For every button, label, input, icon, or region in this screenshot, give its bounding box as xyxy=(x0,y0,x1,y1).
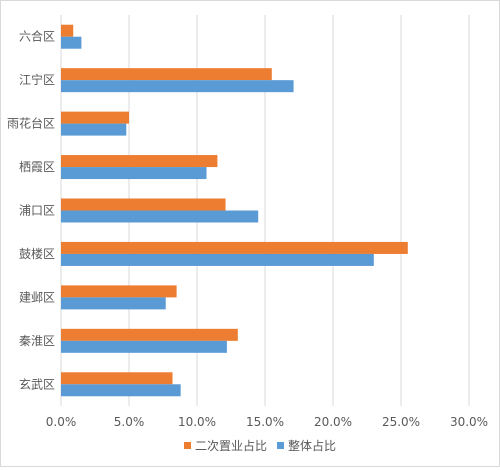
category-label: 玄武区 xyxy=(19,376,55,391)
legend-swatch xyxy=(277,442,284,449)
category-label: 六合区 xyxy=(19,29,55,44)
bar-overall-3 xyxy=(61,167,207,180)
legend-label: 二次置业占比 xyxy=(195,438,267,453)
x-tick-label: 5.0% xyxy=(114,415,145,429)
category-label: 雨花台区 xyxy=(7,116,55,131)
legend-swatch xyxy=(184,442,191,449)
x-tick-label: 30.0% xyxy=(450,415,488,429)
x-tick-label: 10.0% xyxy=(178,415,216,429)
bar-second-home-3 xyxy=(61,155,218,168)
category-label: 秦淮区 xyxy=(19,334,55,348)
x-tick-labels: 0.0% 5.0% 10.0% 15.0% 20.0% 25.0% 30.0% xyxy=(46,415,488,429)
bar-overall-0 xyxy=(61,36,82,49)
bar-second-home-6 xyxy=(61,285,177,298)
bar-overall-6 xyxy=(61,297,166,310)
bar-overall-5 xyxy=(61,253,374,266)
bar-second-home-5 xyxy=(61,241,408,254)
category-label: 鼓楼区 xyxy=(19,246,55,261)
bar-overall-4 xyxy=(61,210,259,223)
bar-overall-1 xyxy=(61,80,294,93)
bar-overall-8 xyxy=(61,384,181,397)
bar-second-home-7 xyxy=(61,328,238,341)
category-label: 建邺区 xyxy=(19,290,55,304)
category-label: 江宁区 xyxy=(19,72,55,87)
legend-label: 整体占比 xyxy=(288,438,336,453)
bar-overall-7 xyxy=(61,340,227,353)
bars-group xyxy=(61,24,408,397)
bar-second-home-1 xyxy=(61,68,272,81)
x-tick-label: 20.0% xyxy=(314,415,352,429)
bar-second-home-0 xyxy=(61,24,74,37)
x-tick-label: 25.0% xyxy=(382,415,420,429)
bar-second-home-4 xyxy=(61,198,226,211)
legend: 二次置业占比 整体占比 xyxy=(184,438,336,453)
bar-overall-2 xyxy=(61,123,127,136)
x-tick-label: 0.0% xyxy=(46,415,77,429)
bar-second-home-2 xyxy=(61,111,129,124)
category-label: 栖霞区 xyxy=(19,159,55,174)
category-label: 浦口区 xyxy=(19,204,55,218)
x-tick-label: 15.0% xyxy=(246,415,284,429)
bar-second-home-8 xyxy=(61,372,173,385)
